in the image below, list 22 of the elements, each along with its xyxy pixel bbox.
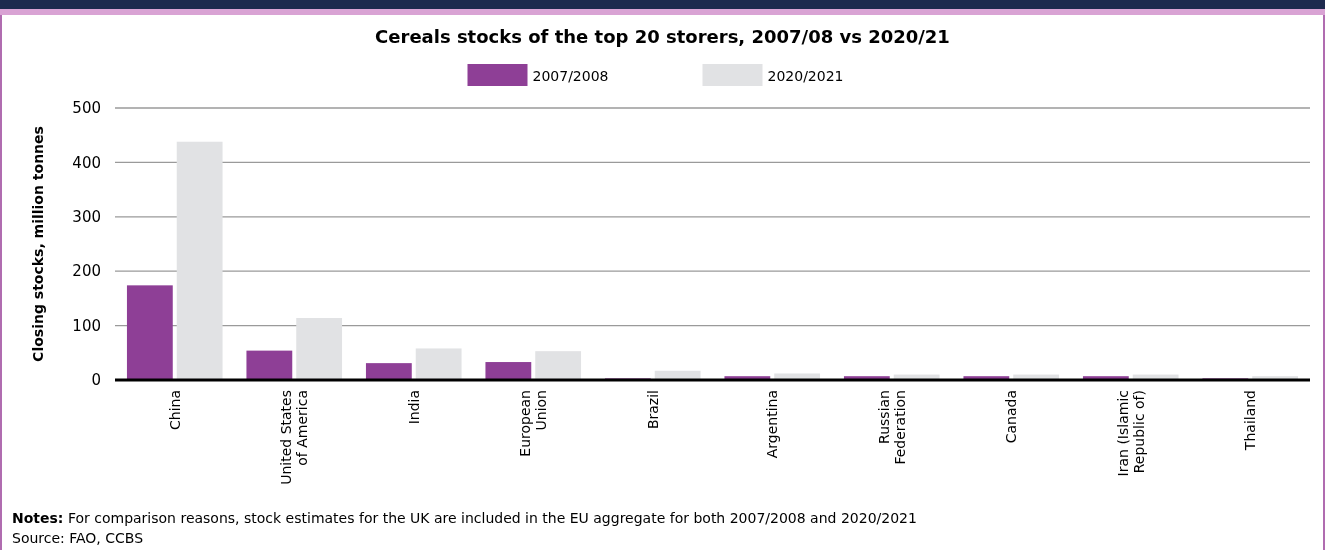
x-tick-label: European Union	[517, 390, 550, 457]
x-tick-label: Brazil	[644, 390, 661, 430]
y-tick-label: 0	[91, 371, 101, 390]
x-tick-label: India	[405, 390, 422, 425]
y-tick-label: 200	[72, 262, 101, 281]
source-note: Source: FAO, CCBS	[12, 530, 144, 546]
x-tick-label: United States of America	[278, 390, 311, 485]
y-tick-label: 100	[72, 316, 101, 335]
x-tick-label: Iran (Islamic Republic of)	[1114, 390, 1147, 477]
y-tick-label: 500	[72, 99, 101, 118]
y-axis-title: Closing stocks, million tonnes	[30, 126, 46, 362]
chart-title: Cereals stocks of the top 20 storers, 2007/08 vs 2020/21	[375, 26, 950, 47]
x-tick-label: Russian Federation	[875, 390, 908, 465]
x-tick-label: China	[166, 390, 183, 430]
legend-label: 2007/2008	[532, 68, 609, 84]
y-tick-label: 300	[72, 208, 101, 227]
text: Notes: For comparison reasons, stock estimates for the UK are included in the EU aggregate for both 2007/2008 and 2020/2021	[12, 510, 917, 526]
x-tick-label: Thailand	[1242, 390, 1259, 452]
legend-label: 2020/2021	[767, 68, 844, 84]
x-tick-label: Canada	[1003, 390, 1020, 444]
y-tick-label: 400	[72, 153, 101, 172]
x-tick-label: Argentina	[764, 390, 781, 459]
